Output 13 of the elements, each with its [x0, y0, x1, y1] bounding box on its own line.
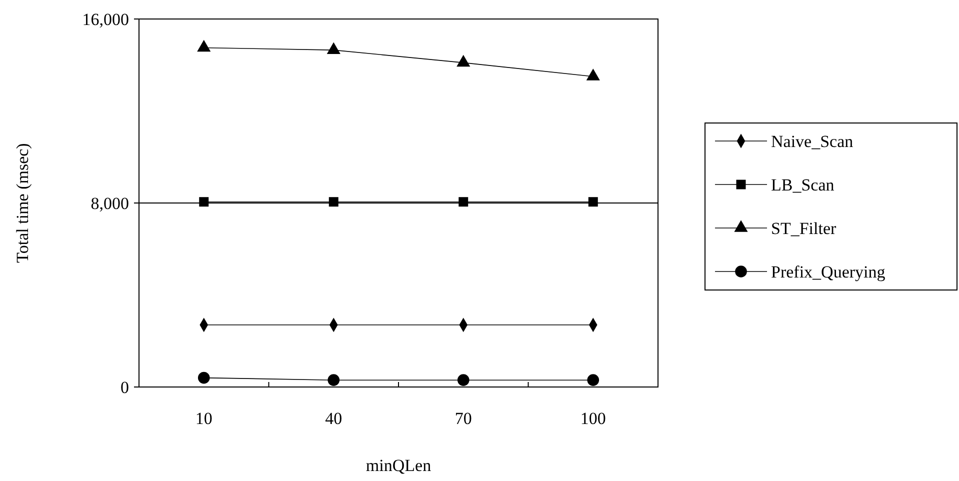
x-tick-label: 70 — [454, 409, 472, 428]
x-tick-label: 100 — [580, 409, 606, 428]
y-tick-label: 16,000 — [82, 10, 129, 29]
y-tick-label: 0 — [120, 378, 129, 397]
legend-label: Prefix_Querying — [771, 262, 886, 282]
y-axis-title: Total time (msec) — [13, 143, 32, 263]
legend-label: LB_Scan — [771, 175, 835, 194]
x-tick-label: 10 — [195, 409, 212, 428]
legend-label: ST_Filter — [771, 218, 837, 238]
y-tick-label: 8,000 — [90, 194, 129, 213]
x-tick-label: 40 — [325, 409, 342, 428]
legend-label: Naive_Scan — [771, 132, 854, 151]
x-axis-title: minQLen — [366, 456, 432, 475]
